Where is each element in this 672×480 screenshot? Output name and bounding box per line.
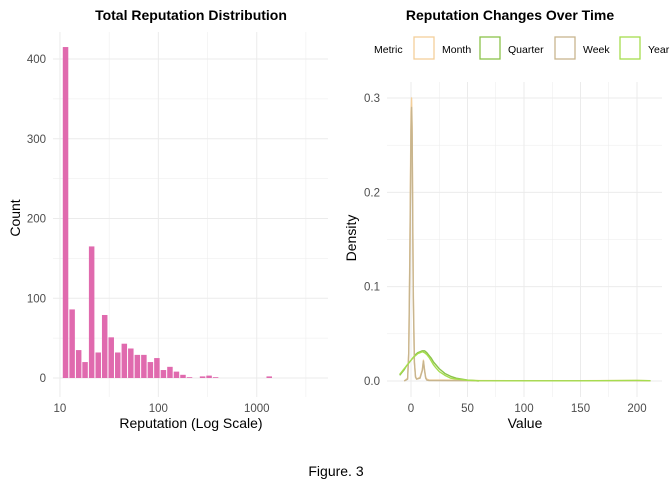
legend-label: Week (583, 44, 610, 56)
histogram-bar (167, 366, 173, 378)
legend-item-year: Year (619, 36, 670, 60)
legend-label: Month (442, 44, 471, 56)
legend-title: Metric (374, 44, 403, 56)
histogram-bar (69, 309, 75, 378)
right-x-tick-label: 200 (627, 403, 646, 415)
right-y-tick-label: 0.2 (364, 187, 380, 199)
legend-key (413, 36, 435, 60)
histogram-bar (212, 377, 219, 378)
right-y-tick-label: 0.1 (364, 282, 380, 294)
left-y-tick-label: 300 (27, 134, 46, 146)
histogram-bar (108, 337, 114, 378)
left-y-tick-labels: 0 100 200 300 400 (27, 54, 46, 385)
legend-item-quarter: Quarter (479, 36, 544, 60)
left-bars (62, 47, 272, 378)
left-y-tick-label: 0 (40, 373, 46, 385)
right-y-tick-labels: 0.0 0.1 0.2 0.3 (364, 93, 380, 388)
histogram-bar (101, 314, 108, 378)
histogram-bar (88, 246, 95, 378)
left-chart-title: Total Reputation Distribution (95, 7, 287, 23)
legend: Metric Month Quarter Week Year (374, 36, 670, 60)
left-y-tick-label: 100 (27, 293, 46, 305)
legend-label: Year (648, 44, 670, 56)
right-gridlines (387, 82, 662, 397)
right-x-axis-label: Value (508, 415, 543, 431)
right-y-tick-label: 0.0 (364, 376, 380, 388)
histogram-bar (154, 358, 160, 378)
legend-key (554, 36, 576, 60)
left-y-tick-label: 200 (27, 214, 46, 226)
right-x-tick-label: 100 (514, 403, 533, 415)
left-y-tick-label: 400 (27, 54, 46, 66)
legend-item-month: Month (413, 36, 471, 60)
left-x-tick-labels: 10 100 1000 (54, 403, 270, 415)
right-density-lines (399, 97, 651, 382)
figure-caption: Figure. 3 (308, 463, 363, 479)
legend-label: Quarter (508, 44, 544, 56)
legend-key (619, 36, 641, 60)
right-x-tick-labels: 0 50 100 150 200 (408, 403, 647, 415)
histogram-bar (199, 376, 206, 378)
right-x-tick-label: 0 (408, 403, 414, 415)
left-gridlines (53, 32, 328, 397)
histogram-bar (266, 376, 272, 378)
histogram-bar (75, 350, 82, 378)
histogram-bar (147, 362, 154, 378)
left-x-tick-label: 1000 (244, 403, 270, 415)
legend-item-week: Week (554, 36, 610, 60)
left-panel: Total Reputation Distribution 0 100 200 300… (7, 7, 328, 431)
histogram-bar (128, 348, 134, 378)
histogram-bar (186, 377, 193, 378)
right-y-axis-label: Density (343, 215, 359, 262)
density-line-week (403, 106, 651, 382)
histogram-bar (134, 354, 141, 378)
density-line-year (399, 351, 651, 382)
histogram-bar (82, 362, 88, 378)
right-x-tick-label: 150 (571, 403, 590, 415)
left-x-tick-label: 100 (149, 403, 168, 415)
histogram-bar (95, 352, 101, 378)
legend-key (479, 36, 501, 60)
histogram-bar (206, 375, 212, 378)
right-chart-title: Reputation Changes Over Time (406, 7, 614, 23)
histogram-bar (62, 47, 69, 378)
left-x-tick-label: 10 (54, 403, 67, 415)
histogram-bar (121, 343, 128, 378)
histogram-bar (173, 371, 180, 378)
histogram-bar (115, 352, 121, 378)
right-panel: Reputation Changes Over Time Metric Mont… (343, 7, 670, 431)
left-x-axis-label: Reputation (Log Scale) (119, 415, 262, 431)
histogram-bar (141, 354, 147, 378)
left-y-axis-label: Count (7, 199, 23, 236)
right-x-tick-label: 50 (461, 403, 474, 415)
right-y-tick-label: 0.3 (364, 93, 380, 105)
histogram-bar (180, 374, 186, 378)
histogram-bar (160, 370, 167, 378)
